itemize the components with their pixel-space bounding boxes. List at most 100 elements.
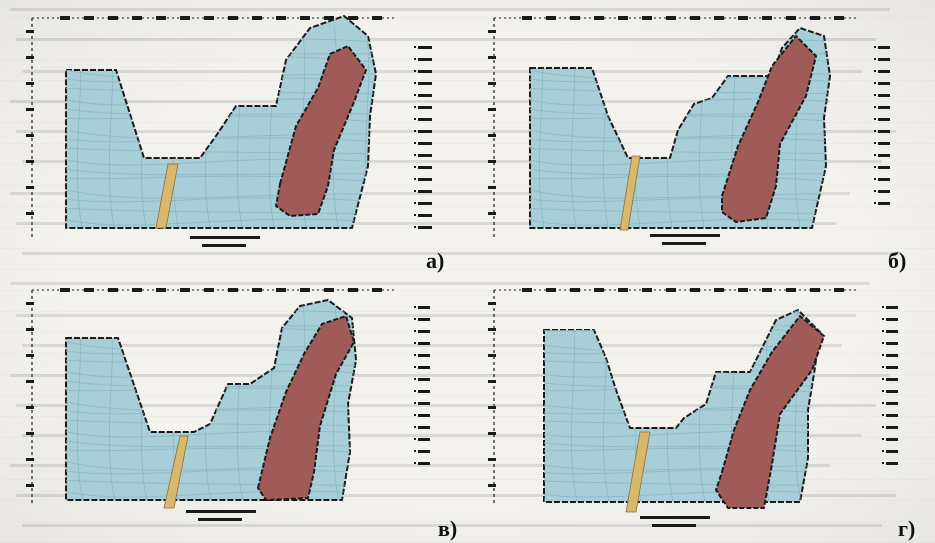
tick-mark: [738, 288, 748, 292]
legend-swatch: [418, 58, 432, 61]
legend-swatch: [418, 306, 430, 309]
legend-swatch: [418, 70, 432, 73]
left-axis-ticks: [26, 18, 34, 238]
cross-section-diagram-a: [26, 15, 432, 247]
tick-mark: [26, 82, 34, 85]
isoline: [530, 197, 830, 205]
legend-swatch: [886, 330, 898, 333]
isoline: [530, 187, 830, 199]
legend-swatch: [418, 330, 430, 333]
legend-swatch: [886, 318, 898, 321]
tick-mark: [276, 288, 286, 292]
panel-label-a: а): [426, 248, 445, 273]
legend-swatch: [418, 202, 432, 205]
tick-mark: [180, 288, 190, 292]
tick-mark: [300, 288, 310, 292]
legend-dot: [882, 390, 884, 392]
legend-swatch: [418, 118, 432, 121]
legend-swatch: [418, 354, 430, 357]
legend-swatch: [418, 342, 430, 345]
dyke-body: [163, 435, 189, 509]
isoline: [520, 248, 860, 258]
legend-swatch: [418, 378, 430, 381]
legend-dot: [882, 354, 884, 356]
legend-swatch: [418, 438, 430, 441]
isoline: [66, 187, 376, 199]
tick-mark: [488, 380, 496, 383]
legend-dot: [882, 462, 884, 464]
tick-mark: [488, 186, 496, 189]
tick-mark: [26, 186, 34, 189]
isoline: [66, 157, 376, 166]
legend-swatch: [418, 366, 430, 369]
legend-dot: [874, 154, 876, 156]
legend-swatch: [418, 130, 432, 133]
left-axis-ticks: [26, 290, 34, 506]
isoline: [66, 469, 356, 477]
tick-mark: [762, 16, 772, 20]
legend-dot: [414, 118, 416, 120]
legend-dot: [874, 166, 876, 168]
panel-label-b: б): [888, 248, 907, 273]
tick-mark: [522, 16, 532, 20]
isoline: [66, 429, 356, 438]
panel-d: г): [480, 276, 920, 542]
legend-swatch: [418, 450, 430, 453]
legend-dot: [414, 342, 416, 344]
tick-mark: [26, 354, 34, 357]
tick-mark: [618, 16, 628, 20]
legend-swatch: [418, 402, 430, 405]
legend-swatch: [886, 366, 898, 369]
legend-dot: [882, 366, 884, 368]
tick-mark: [60, 288, 70, 292]
legend-dot: [414, 142, 416, 144]
tick-mark: [300, 16, 310, 20]
scale-bar: [186, 510, 256, 521]
legend-dot: [882, 306, 884, 308]
tick-mark: [488, 56, 496, 59]
isoline: [826, 28, 830, 228]
legend-swatch: [886, 306, 898, 309]
tick-mark: [26, 212, 34, 215]
isoline: [66, 489, 356, 498]
legend-swatch: [878, 190, 890, 193]
legend-swatch: [418, 190, 432, 193]
tick-mark: [488, 406, 496, 409]
isoline: [66, 439, 356, 448]
intrusion-body: [257, 315, 355, 501]
legend-dot: [874, 70, 876, 72]
legend-swatch: [886, 426, 898, 429]
legend-swatch: [878, 142, 890, 145]
legend-swatch: [418, 426, 430, 429]
intrusion-body: [715, 315, 825, 509]
tick-mark: [60, 16, 70, 20]
tick-mark: [642, 16, 652, 20]
tick-mark: [488, 458, 496, 461]
legend-dot: [874, 178, 876, 180]
isoline: [544, 479, 820, 487]
panel-label-d: г): [898, 516, 916, 541]
panel-label-c: в): [438, 516, 458, 541]
legend-dot: [874, 82, 876, 84]
legend-swatch: [418, 178, 432, 181]
isoline: [827, 296, 836, 516]
legend-dot: [882, 438, 884, 440]
legend-swatch: [886, 378, 898, 381]
legend-dot: [414, 178, 416, 180]
legend-swatch: [418, 390, 430, 393]
legend-scale: [414, 306, 430, 465]
tick-mark: [522, 288, 532, 292]
legend-swatch: [878, 154, 890, 157]
scale-bar: [640, 516, 710, 527]
tick-mark: [488, 108, 496, 111]
isoline: [530, 167, 830, 176]
panel-b: б): [480, 6, 920, 274]
isoline: [66, 167, 376, 176]
legend-swatch: [886, 354, 898, 357]
scale-bar-line: [640, 516, 710, 519]
tick-mark: [488, 82, 496, 85]
legend-dot: [882, 342, 884, 344]
isoline: [530, 175, 830, 185]
legend-dot: [414, 438, 416, 440]
tick-mark: [26, 484, 34, 487]
